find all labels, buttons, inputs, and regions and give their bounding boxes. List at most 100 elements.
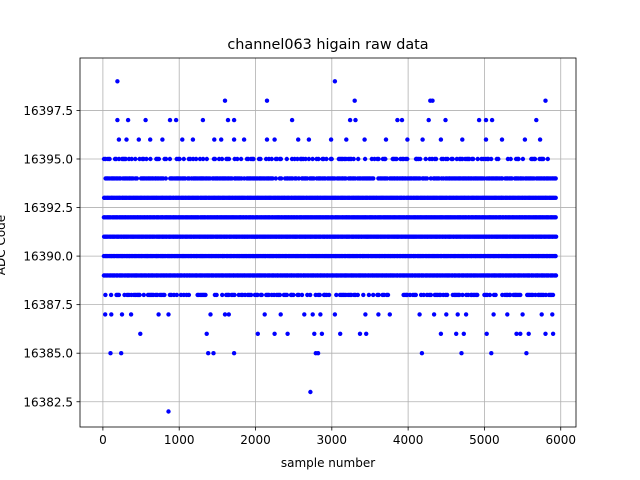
data-point [353, 117, 358, 123]
data-point [376, 292, 381, 298]
plot-frame [79, 57, 577, 428]
data-point [316, 156, 321, 162]
data-point [428, 292, 434, 298]
data-point [136, 137, 141, 142]
data-point [317, 292, 322, 298]
data-point [553, 176, 558, 181]
data-point [355, 292, 360, 298]
y-axis-label: ADC Code [0, 215, 8, 275]
data-point [475, 156, 480, 162]
x-tick-label: 5000 [469, 433, 500, 447]
data-point [284, 156, 289, 162]
data-point [129, 156, 134, 162]
data-point [319, 331, 325, 336]
data-point [124, 137, 129, 142]
data-point [550, 312, 555, 317]
data-point [443, 117, 448, 123]
data-point [463, 312, 469, 317]
chart-title: channel063 higain raw data [227, 37, 428, 53]
data-point [496, 156, 501, 162]
data-point [395, 117, 400, 123]
data-point [508, 292, 513, 298]
data-point [483, 117, 489, 123]
y-tick-label: 16390.0 [23, 250, 73, 264]
data-point [332, 312, 338, 317]
data-point [264, 137, 270, 142]
data-point [308, 292, 313, 298]
data-point [489, 351, 494, 356]
data-point [450, 156, 455, 162]
data-point [328, 137, 334, 142]
data-point [204, 331, 209, 336]
data-point [272, 331, 277, 336]
data-point [362, 137, 367, 142]
data-point [364, 331, 369, 336]
data-point [269, 156, 274, 162]
data-point [541, 156, 546, 162]
data-point [264, 98, 270, 103]
x-tick-label: 0 [99, 433, 107, 447]
data-point [383, 137, 389, 142]
data-point [160, 137, 165, 142]
data-point [272, 137, 277, 142]
data-point [166, 409, 171, 414]
data-point [332, 79, 338, 84]
data-point [103, 312, 108, 317]
data-point [532, 156, 538, 162]
data-point [545, 156, 550, 162]
data-point [279, 176, 284, 181]
data-point [200, 156, 206, 162]
data-point [177, 156, 182, 162]
x-tick-label: 4000 [393, 433, 424, 447]
data-point [385, 292, 391, 298]
data-point [476, 117, 482, 123]
data-point [148, 137, 153, 142]
data-point [363, 312, 368, 317]
data-point [460, 292, 465, 298]
data-point [334, 292, 339, 298]
data-point [232, 292, 237, 298]
data-point [484, 331, 489, 336]
data-point [426, 117, 431, 123]
data-point [200, 117, 206, 123]
data-point [222, 98, 228, 103]
data-point [204, 156, 209, 162]
data-point [291, 292, 296, 298]
y-tick-label: 16395.0 [23, 152, 73, 166]
data-point [156, 156, 162, 162]
data-point [116, 137, 122, 142]
data-point [226, 312, 231, 317]
data-point [438, 137, 444, 142]
data-point [270, 176, 275, 181]
data-point [421, 292, 426, 298]
data-point [520, 312, 525, 317]
data-point [553, 273, 559, 278]
data-point [352, 98, 357, 103]
data-point [347, 117, 353, 123]
data-point [258, 156, 263, 162]
data-point [399, 117, 405, 123]
data-point [543, 331, 548, 336]
data-point [156, 312, 161, 317]
data-point [534, 117, 539, 123]
data-point [255, 292, 260, 298]
data-point [226, 156, 232, 162]
data-point [371, 292, 376, 298]
y-tick-label: 16385.0 [23, 347, 73, 361]
data-point [553, 215, 558, 220]
data-point [289, 117, 295, 123]
data-point [550, 331, 556, 336]
data-point [505, 312, 510, 317]
data-point [193, 156, 199, 162]
data-point [371, 176, 376, 181]
data-point [212, 137, 217, 142]
data-point [212, 156, 218, 162]
data-point [116, 156, 122, 162]
data-point [445, 292, 450, 298]
data-point [500, 176, 505, 181]
data-point [445, 156, 450, 162]
data-point [296, 292, 301, 298]
data-point [108, 351, 113, 356]
